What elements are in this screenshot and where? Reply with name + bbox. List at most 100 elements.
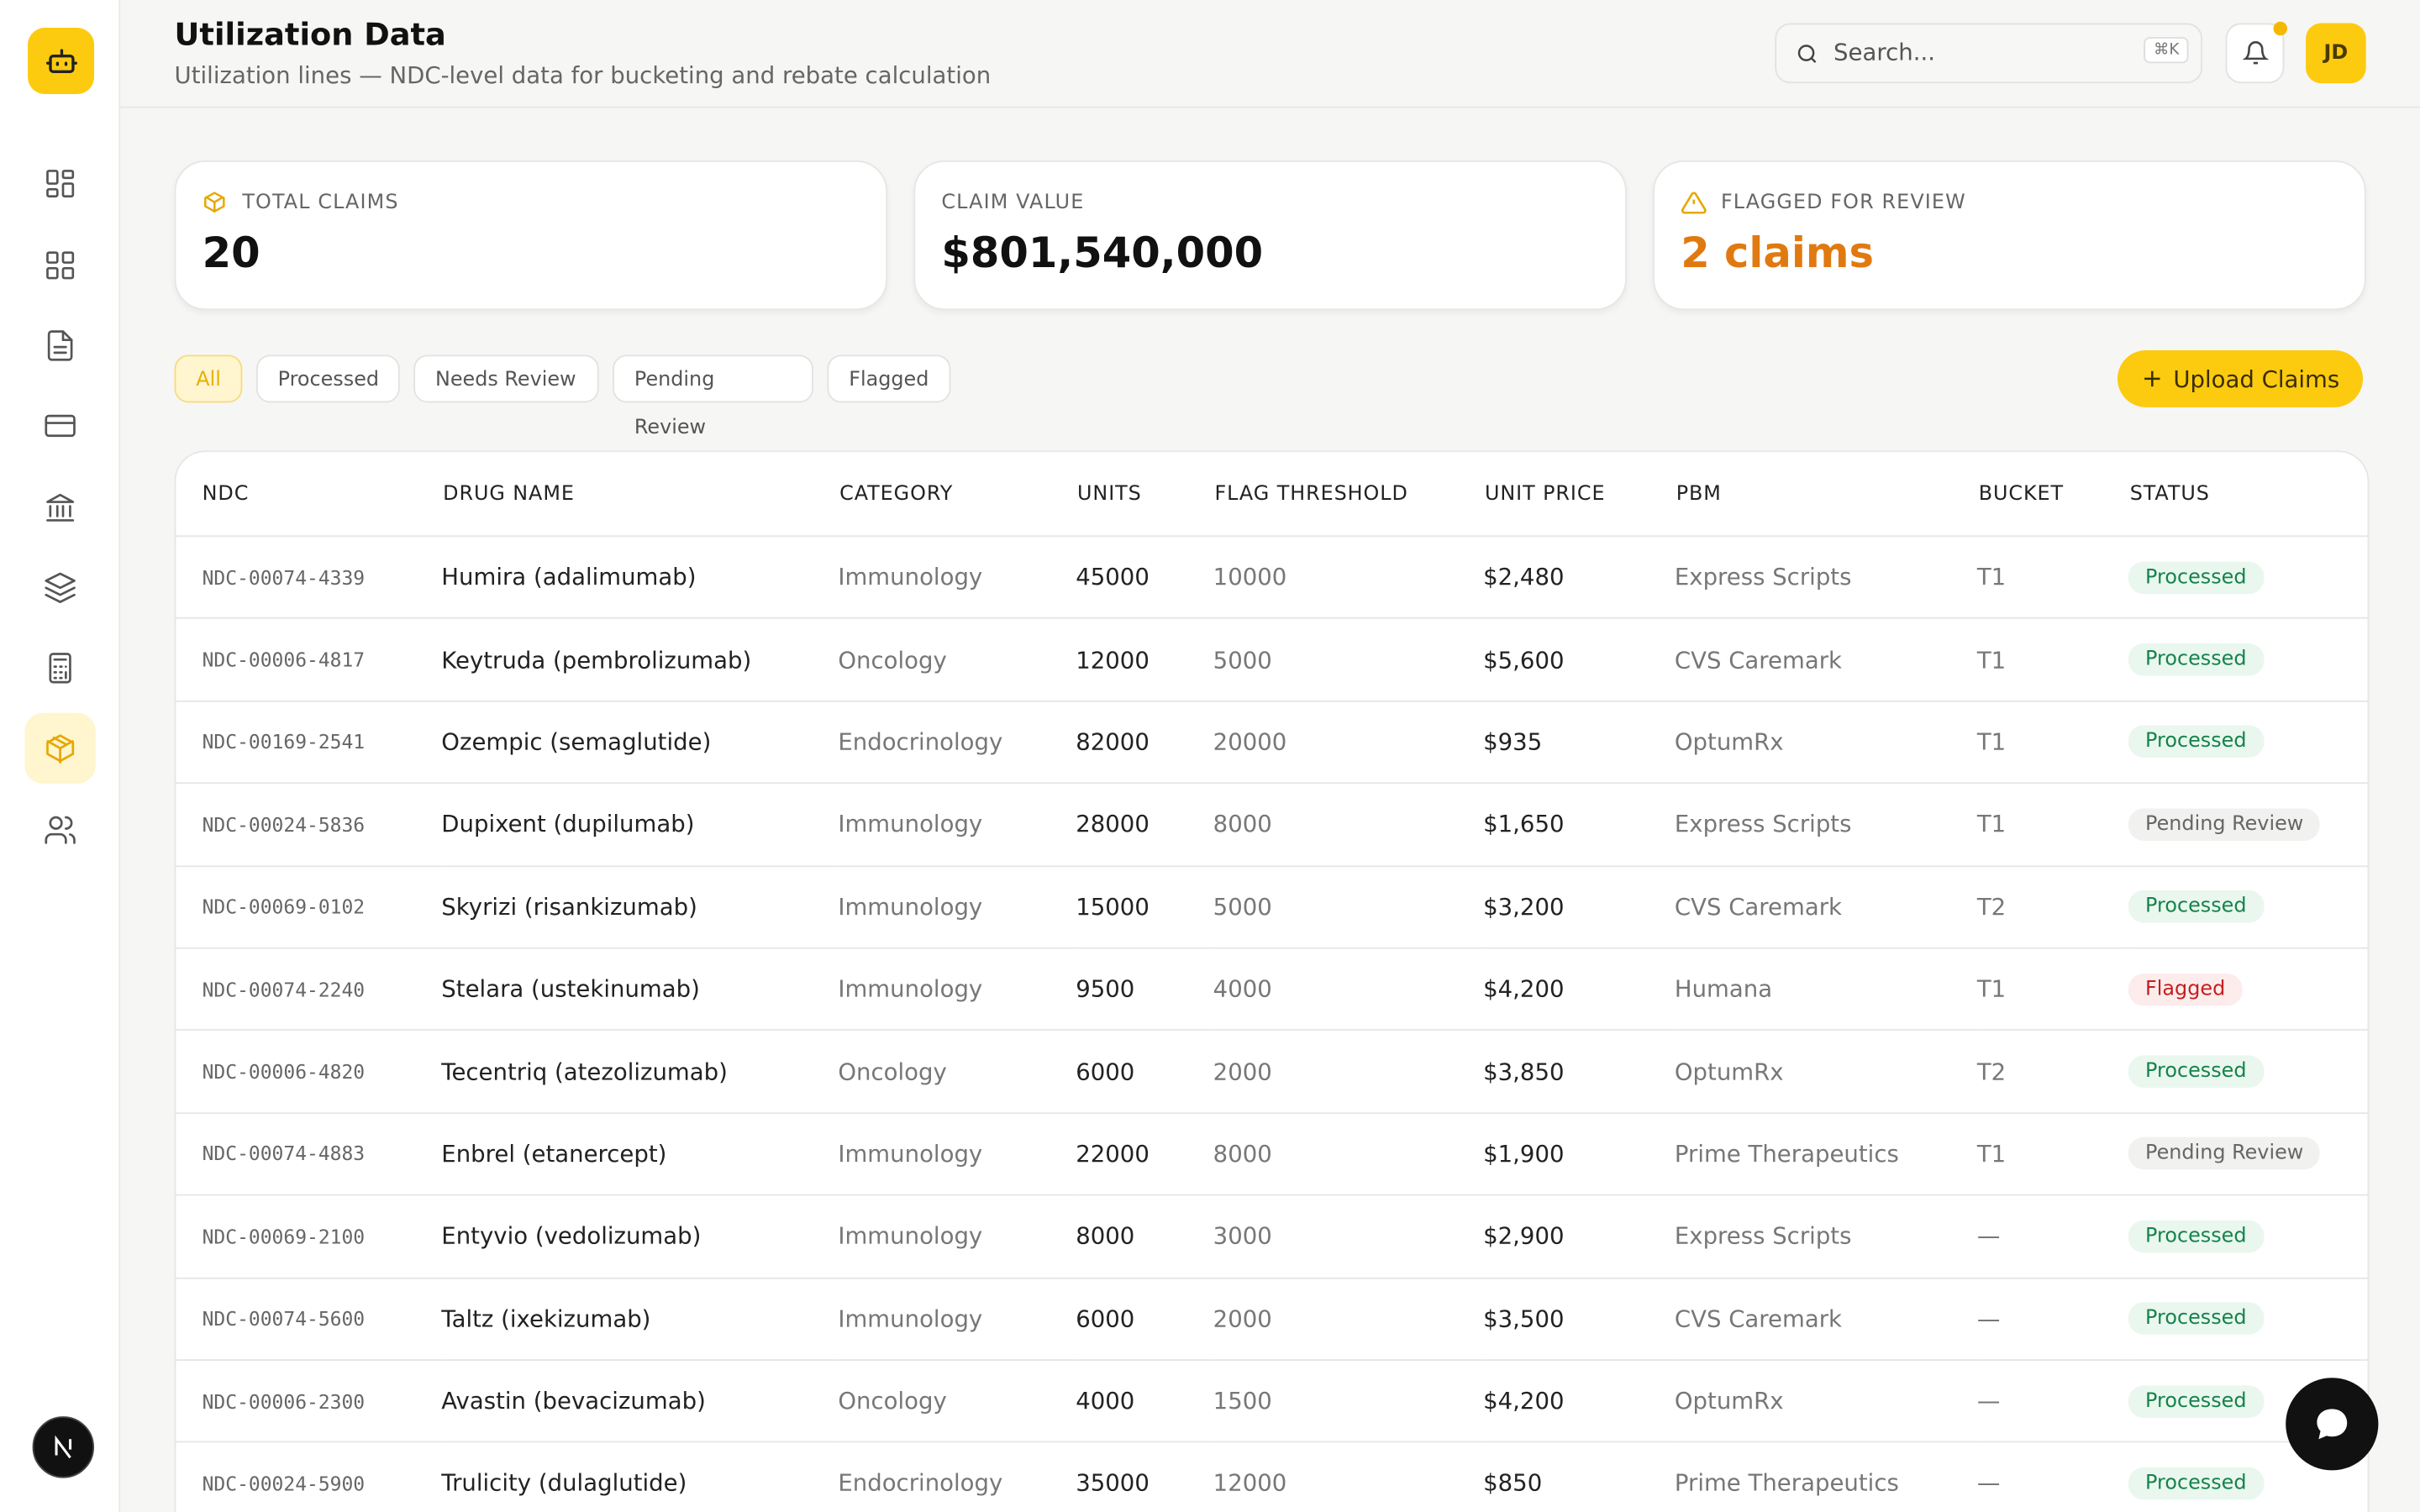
status-badge: Pending Review xyxy=(2128,1137,2321,1171)
upload-button[interactable]: Upload Claims xyxy=(2118,349,2364,407)
filter-chip[interactable]: Needs Review xyxy=(413,354,599,403)
table-cell: T2 xyxy=(1976,865,2128,949)
header: Utilization Data Utilization lines — NDC… xyxy=(120,0,2420,108)
table-cell: $1,650 xyxy=(1483,783,1675,867)
table-cell: T1 xyxy=(1976,783,2128,867)
filter-chip[interactable]: Processed xyxy=(255,354,400,403)
table-cell: 3000 xyxy=(1213,1194,1484,1278)
table-row[interactable]: NDC-00024-5900 Trulicity (dulaglutide) End… xyxy=(176,1441,2368,1512)
column-header: FLAG THRESHOLD xyxy=(1213,452,1484,538)
stat-value: 20 xyxy=(202,229,260,278)
table-cell: OptumRx xyxy=(1674,1030,1977,1114)
nav-documents[interactable] xyxy=(24,310,95,381)
table-cell: $3,850 xyxy=(1483,1030,1675,1114)
avatar[interactable]: JD xyxy=(2306,23,2366,84)
table-row[interactable]: NDC-00024-5836 Dupixent (dupilumab) Immuno… xyxy=(176,783,2368,867)
stat-value: $801,540,000 xyxy=(941,229,1264,278)
status-cell: Processed xyxy=(2128,536,2368,620)
table-cell: 4000 xyxy=(1213,948,1484,1032)
table-cell: Oncology xyxy=(838,618,1076,702)
table-cell: 8000 xyxy=(1213,783,1484,867)
table-cell: Immunology xyxy=(838,1194,1076,1278)
table-cell: NDC-00006-4820 xyxy=(176,1030,442,1114)
table-row[interactable]: NDC-00074-4883 Enbrel (etanercept) Immunol… xyxy=(176,1112,2368,1196)
search-box[interactable]: Search... ⌘K xyxy=(1775,23,2203,84)
table-cell: OptumRx xyxy=(1674,701,1977,785)
table-cell: 35000 xyxy=(1076,1441,1213,1512)
table-cell: Immunology xyxy=(838,1277,1076,1361)
nav-layers[interactable] xyxy=(24,553,95,623)
logo[interactable] xyxy=(28,28,95,95)
table-cell: Skyrizi (risankizumab) xyxy=(441,865,839,949)
status-badge: Pending Review xyxy=(2128,808,2321,841)
table-row[interactable]: NDC-00169-2541 Ozempic (semaglutide) Endoc… xyxy=(176,701,2368,785)
table-cell: Oncology xyxy=(838,1030,1076,1114)
table-cell: T1 xyxy=(1976,1112,2128,1196)
filter-chip[interactable]: Pending Review xyxy=(613,354,813,439)
status-badge: Processed xyxy=(2128,1055,2264,1088)
table-cell: — xyxy=(1976,1277,2128,1361)
table-row[interactable]: NDC-00006-4817 Keytruda (pembrolizumab) On… xyxy=(176,618,2368,702)
table-row[interactable]: NDC-00069-2100 Entyvio (vedolizumab) Immun… xyxy=(176,1194,2368,1278)
notifications[interactable] xyxy=(2225,21,2288,84)
status-badge: Flagged xyxy=(2128,973,2243,1005)
chat-button[interactable] xyxy=(2286,1378,2379,1471)
table-cell: $4,200 xyxy=(1483,948,1675,1032)
table-cell: 4000 xyxy=(1076,1359,1213,1443)
table-cell: CVS Caremark xyxy=(1674,618,1977,702)
nav-dashboard[interactable] xyxy=(24,148,95,218)
table-row[interactable]: NDC-00006-2300 Avastin (bevacizumab) Oncol… xyxy=(176,1359,2368,1443)
status-badge: Processed xyxy=(2128,560,2264,594)
table-cell: Endocrinology xyxy=(838,701,1076,785)
table-row[interactable]: NDC-00069-0102 Skyrizi (risankizumab) Immu… xyxy=(176,865,2368,949)
column-header: DRUG NAME xyxy=(441,452,839,538)
table-cell: Stelara (ustekinumab) xyxy=(441,948,839,1032)
table-cell: 2000 xyxy=(1213,1030,1484,1114)
claims-table: NDC DRUG NAME CATEGORY UNITS FLAG THRESHOLD U… xyxy=(174,450,2370,1512)
table-cell: $4,200 xyxy=(1483,1359,1675,1443)
upload-label: Upload Claims xyxy=(2173,365,2340,393)
table-cell: Trulicity (dulaglutide) xyxy=(441,1441,839,1512)
table-cell: 9500 xyxy=(1076,948,1213,1032)
table-cell: $935 xyxy=(1483,701,1675,785)
stat-card: CLAIM VALUE $801,540,000 xyxy=(913,160,1627,311)
nav-grid[interactable] xyxy=(24,230,95,301)
table-cell: NDC-00006-4817 xyxy=(176,618,442,702)
table: NDC DRUG NAME CATEGORY UNITS FLAG THRESHOLD U… xyxy=(176,452,2368,1512)
nav-calculator[interactable] xyxy=(24,633,95,703)
table-cell: Enbrel (etanercept) xyxy=(441,1112,839,1196)
table-cell: 82000 xyxy=(1076,701,1213,785)
table-cell: OptumRx xyxy=(1674,1359,1977,1443)
nav-utilization-active[interactable] xyxy=(24,712,96,785)
status-cell: Processed xyxy=(2128,618,2368,702)
nav-bank[interactable] xyxy=(24,472,95,543)
table-row[interactable]: NDC-00074-2240 Stelara (ustekinumab) Immun… xyxy=(176,948,2368,1032)
table-cell: Endocrinology xyxy=(838,1441,1076,1512)
table-cell: Entyvio (vedolizumab) xyxy=(441,1194,839,1278)
status-cell: Processed xyxy=(2128,865,2368,949)
table-cell: Taltz (ixekizumab) xyxy=(441,1277,839,1361)
table-cell: 22000 xyxy=(1076,1112,1213,1196)
table-cell: Express Scripts xyxy=(1674,783,1977,867)
column-header: CATEGORY xyxy=(838,452,1076,538)
table-cell: 12000 xyxy=(1213,1441,1484,1512)
table-row[interactable]: NDC-00074-5600 Taltz (ixekizumab) Immunolo… xyxy=(176,1277,2368,1361)
table-row[interactable]: NDC-00074-4339 Humira (adalimumab) Immunol… xyxy=(176,536,2368,620)
nav-payments[interactable] xyxy=(24,391,95,461)
table-cell: Humira (adalimumab) xyxy=(441,536,839,620)
table-cell: CVS Caremark xyxy=(1674,865,1977,949)
filter-chip[interactable]: Flagged xyxy=(827,354,951,403)
table-row[interactable]: NDC-00006-4820 Tecentriq (atezolizumab) On… xyxy=(176,1030,2368,1114)
dev-badge[interactable] xyxy=(32,1416,95,1478)
table-cell: NDC-00074-5600 xyxy=(176,1277,442,1361)
table-cell: 8000 xyxy=(1076,1194,1213,1278)
table-cell: Immunology xyxy=(838,536,1076,620)
status-cell: Pending Review xyxy=(2128,783,2368,867)
table-cell: T1 xyxy=(1976,948,2128,1032)
nav-users[interactable] xyxy=(24,795,95,865)
column-header: BUCKET xyxy=(1976,452,2128,538)
table-cell: NDC-00074-2240 xyxy=(176,948,442,1032)
filter-chip[interactable]: All xyxy=(174,354,243,403)
